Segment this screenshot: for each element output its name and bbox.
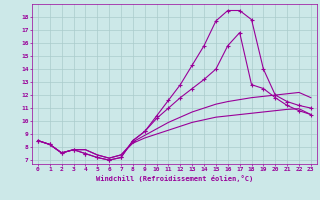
- X-axis label: Windchill (Refroidissement éolien,°C): Windchill (Refroidissement éolien,°C): [96, 175, 253, 182]
